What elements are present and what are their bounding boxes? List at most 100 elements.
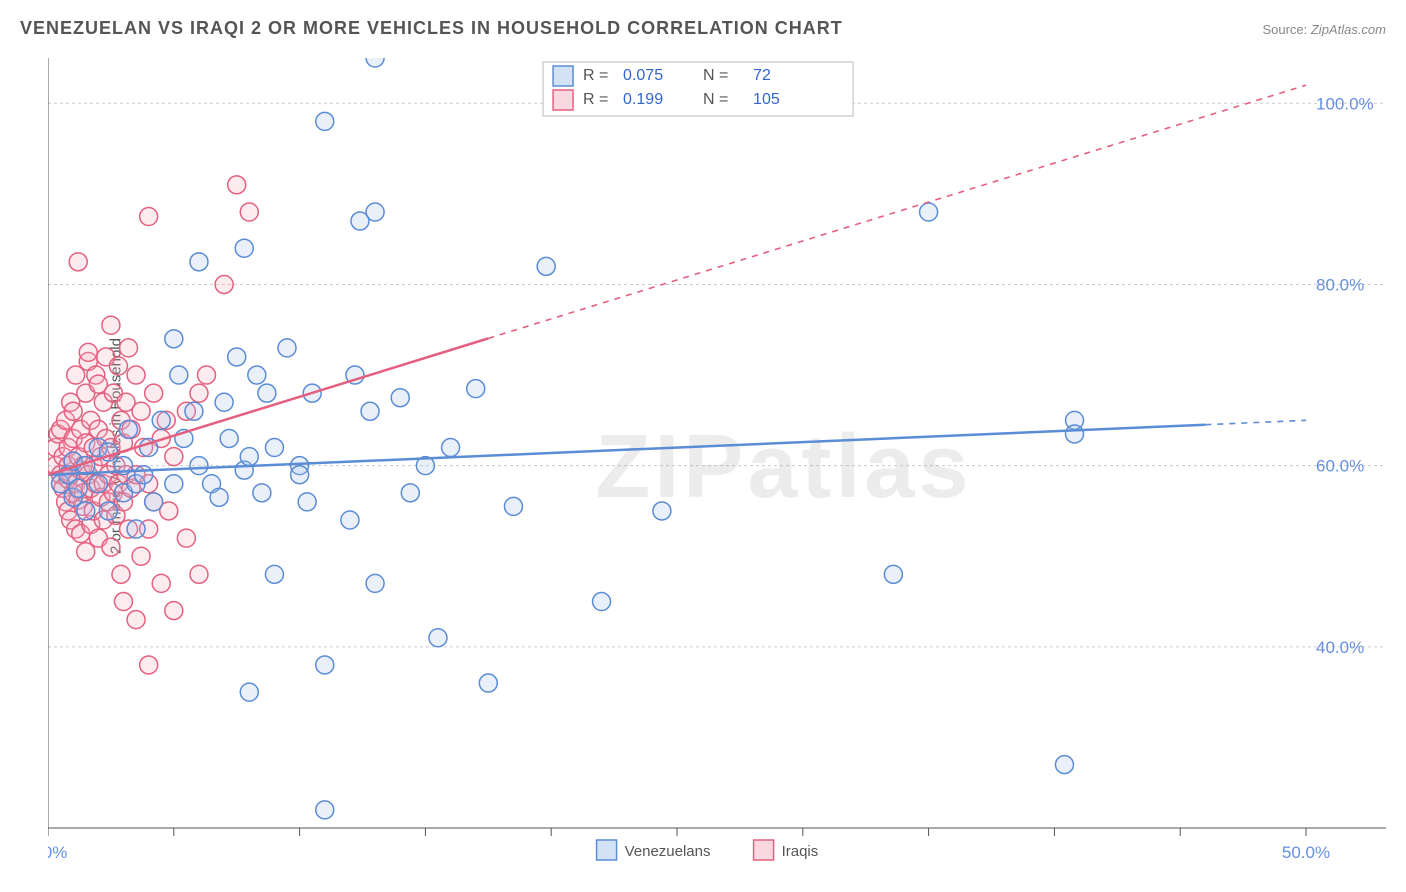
y-tick-label: 40.0% (1316, 638, 1364, 657)
scatter-point-iraqis (102, 316, 120, 334)
scatter-point-iraqis (240, 203, 258, 221)
scatter-point-iraqis (132, 547, 150, 565)
scatter-point-venezuelans (278, 339, 296, 357)
legend-n-label: N = (703, 91, 728, 108)
scatter-point-iraqis (109, 357, 127, 375)
scatter-point-venezuelans (504, 497, 522, 515)
scatter-point-iraqis (114, 593, 132, 611)
scatter-point-venezuelans (316, 656, 334, 674)
scatter-point-venezuelans (165, 475, 183, 493)
y-tick-label: 80.0% (1316, 275, 1364, 294)
scatter-point-venezuelans (235, 239, 253, 257)
scatter-point-venezuelans (341, 511, 359, 529)
source-value: ZipAtlas.com (1311, 22, 1386, 37)
scatter-point-iraqis (190, 384, 208, 402)
scatter-point-venezuelans (653, 502, 671, 520)
scatter-point-iraqis (215, 275, 233, 293)
legend-swatch-iraqis (553, 90, 573, 110)
trend-line-venezuelans-extrapolated (1205, 420, 1306, 424)
scatter-point-iraqis (132, 402, 150, 420)
source-attribution: Source: ZipAtlas.com (1262, 22, 1386, 37)
chart-svg: 40.0% 60.0% 80.0% 100.0% 0.0% 50.0% ZIPatlas R … (48, 58, 1386, 868)
x-tick-label: 50.0% (1282, 843, 1330, 862)
scatter-point-venezuelans (135, 466, 153, 484)
scatter-point-iraqis (102, 538, 120, 556)
scatter-point-iraqis (64, 402, 82, 420)
scatter-point-venezuelans (248, 366, 266, 384)
scatter-point-venezuelans (401, 484, 419, 502)
scatter-point-iraqis (69, 253, 87, 271)
scatter-point-venezuelans (265, 439, 283, 457)
legend-bottom-swatch-iraqis (754, 840, 774, 860)
scatter-point-venezuelans (69, 479, 87, 497)
scatter-point-iraqis (120, 339, 138, 357)
legend-bottom-label-iraqis: Iraqis (782, 843, 819, 860)
y-tick-label: 60.0% (1316, 457, 1364, 476)
legend-r-value: 0.199 (623, 91, 663, 108)
legend-n-label: N = (703, 67, 728, 84)
scatter-point-venezuelans (220, 429, 238, 447)
scatter-point-iraqis (228, 176, 246, 194)
x-tick-label: 0.0% (48, 843, 67, 862)
scatter-point-venezuelans (190, 253, 208, 271)
trend-line-iraqis-extrapolated (488, 85, 1306, 338)
scatter-point-venezuelans (240, 683, 258, 701)
scatter-point-venezuelans (391, 389, 409, 407)
scatter-point-iraqis (190, 565, 208, 583)
scatter-point-venezuelans (265, 565, 283, 583)
scatter-point-iraqis (127, 611, 145, 629)
scatter-point-venezuelans (258, 384, 276, 402)
scatter-point-iraqis (165, 448, 183, 466)
scatter-point-venezuelans (1066, 425, 1084, 443)
scatter-point-venezuelans (366, 203, 384, 221)
scatter-point-venezuelans (185, 402, 203, 420)
scatter-point-venezuelans (429, 629, 447, 647)
chart-plot-area: 40.0%60.0%80.0%100.0%0.0%50.0%ZIPatlasR … (48, 58, 1386, 828)
source-label: Source: (1262, 22, 1310, 37)
y-tick-label: 100.0% (1316, 94, 1374, 113)
scatter-point-iraqis (140, 656, 158, 674)
scatter-point-venezuelans (361, 402, 379, 420)
scatter-point-venezuelans (316, 112, 334, 130)
watermark: ZIPatlas (595, 417, 972, 517)
scatter-point-venezuelans (291, 466, 309, 484)
legend-bottom-label-venezuelans: Venezuelans (625, 843, 711, 860)
legend-n-value: 105 (753, 91, 780, 108)
scatter-point-iraqis (140, 208, 158, 226)
scatter-point-venezuelans (127, 520, 145, 538)
scatter-point-venezuelans (442, 439, 460, 457)
scatter-point-venezuelans (240, 448, 258, 466)
scatter-point-venezuelans (1055, 756, 1073, 774)
scatter-point-venezuelans (479, 674, 497, 692)
scatter-point-venezuelans (884, 565, 902, 583)
legend-swatch-venezuelans (553, 66, 573, 86)
legend-r-label: R = (583, 67, 608, 84)
scatter-point-iraqis (112, 565, 130, 583)
scatter-point-venezuelans (145, 493, 163, 511)
scatter-point-venezuelans (190, 457, 208, 475)
scatter-point-venezuelans (89, 475, 107, 493)
scatter-point-iraqis (177, 529, 195, 547)
scatter-point-venezuelans (152, 411, 170, 429)
legend-bottom-swatch-venezuelans (597, 840, 617, 860)
legend-r-label: R = (583, 91, 608, 108)
scatter-point-venezuelans (366, 574, 384, 592)
scatter-point-venezuelans (77, 502, 95, 520)
scatter-point-venezuelans (165, 330, 183, 348)
scatter-point-venezuelans (920, 203, 938, 221)
scatter-point-venezuelans (298, 493, 316, 511)
scatter-point-iraqis (79, 343, 97, 361)
scatter-point-iraqis (152, 574, 170, 592)
scatter-point-venezuelans (120, 420, 138, 438)
scatter-point-venezuelans (253, 484, 271, 502)
scatter-point-venezuelans (316, 801, 334, 819)
scatter-point-venezuelans (593, 593, 611, 611)
scatter-point-venezuelans (99, 502, 117, 520)
scatter-point-venezuelans (537, 257, 555, 275)
scatter-point-venezuelans (228, 348, 246, 366)
chart-title: VENEZUELAN VS IRAQI 2 OR MORE VEHICLES I… (20, 18, 843, 39)
scatter-point-iraqis (165, 602, 183, 620)
legend-n-value: 72 (753, 67, 771, 84)
scatter-point-iraqis (198, 366, 216, 384)
scatter-point-iraqis (127, 366, 145, 384)
